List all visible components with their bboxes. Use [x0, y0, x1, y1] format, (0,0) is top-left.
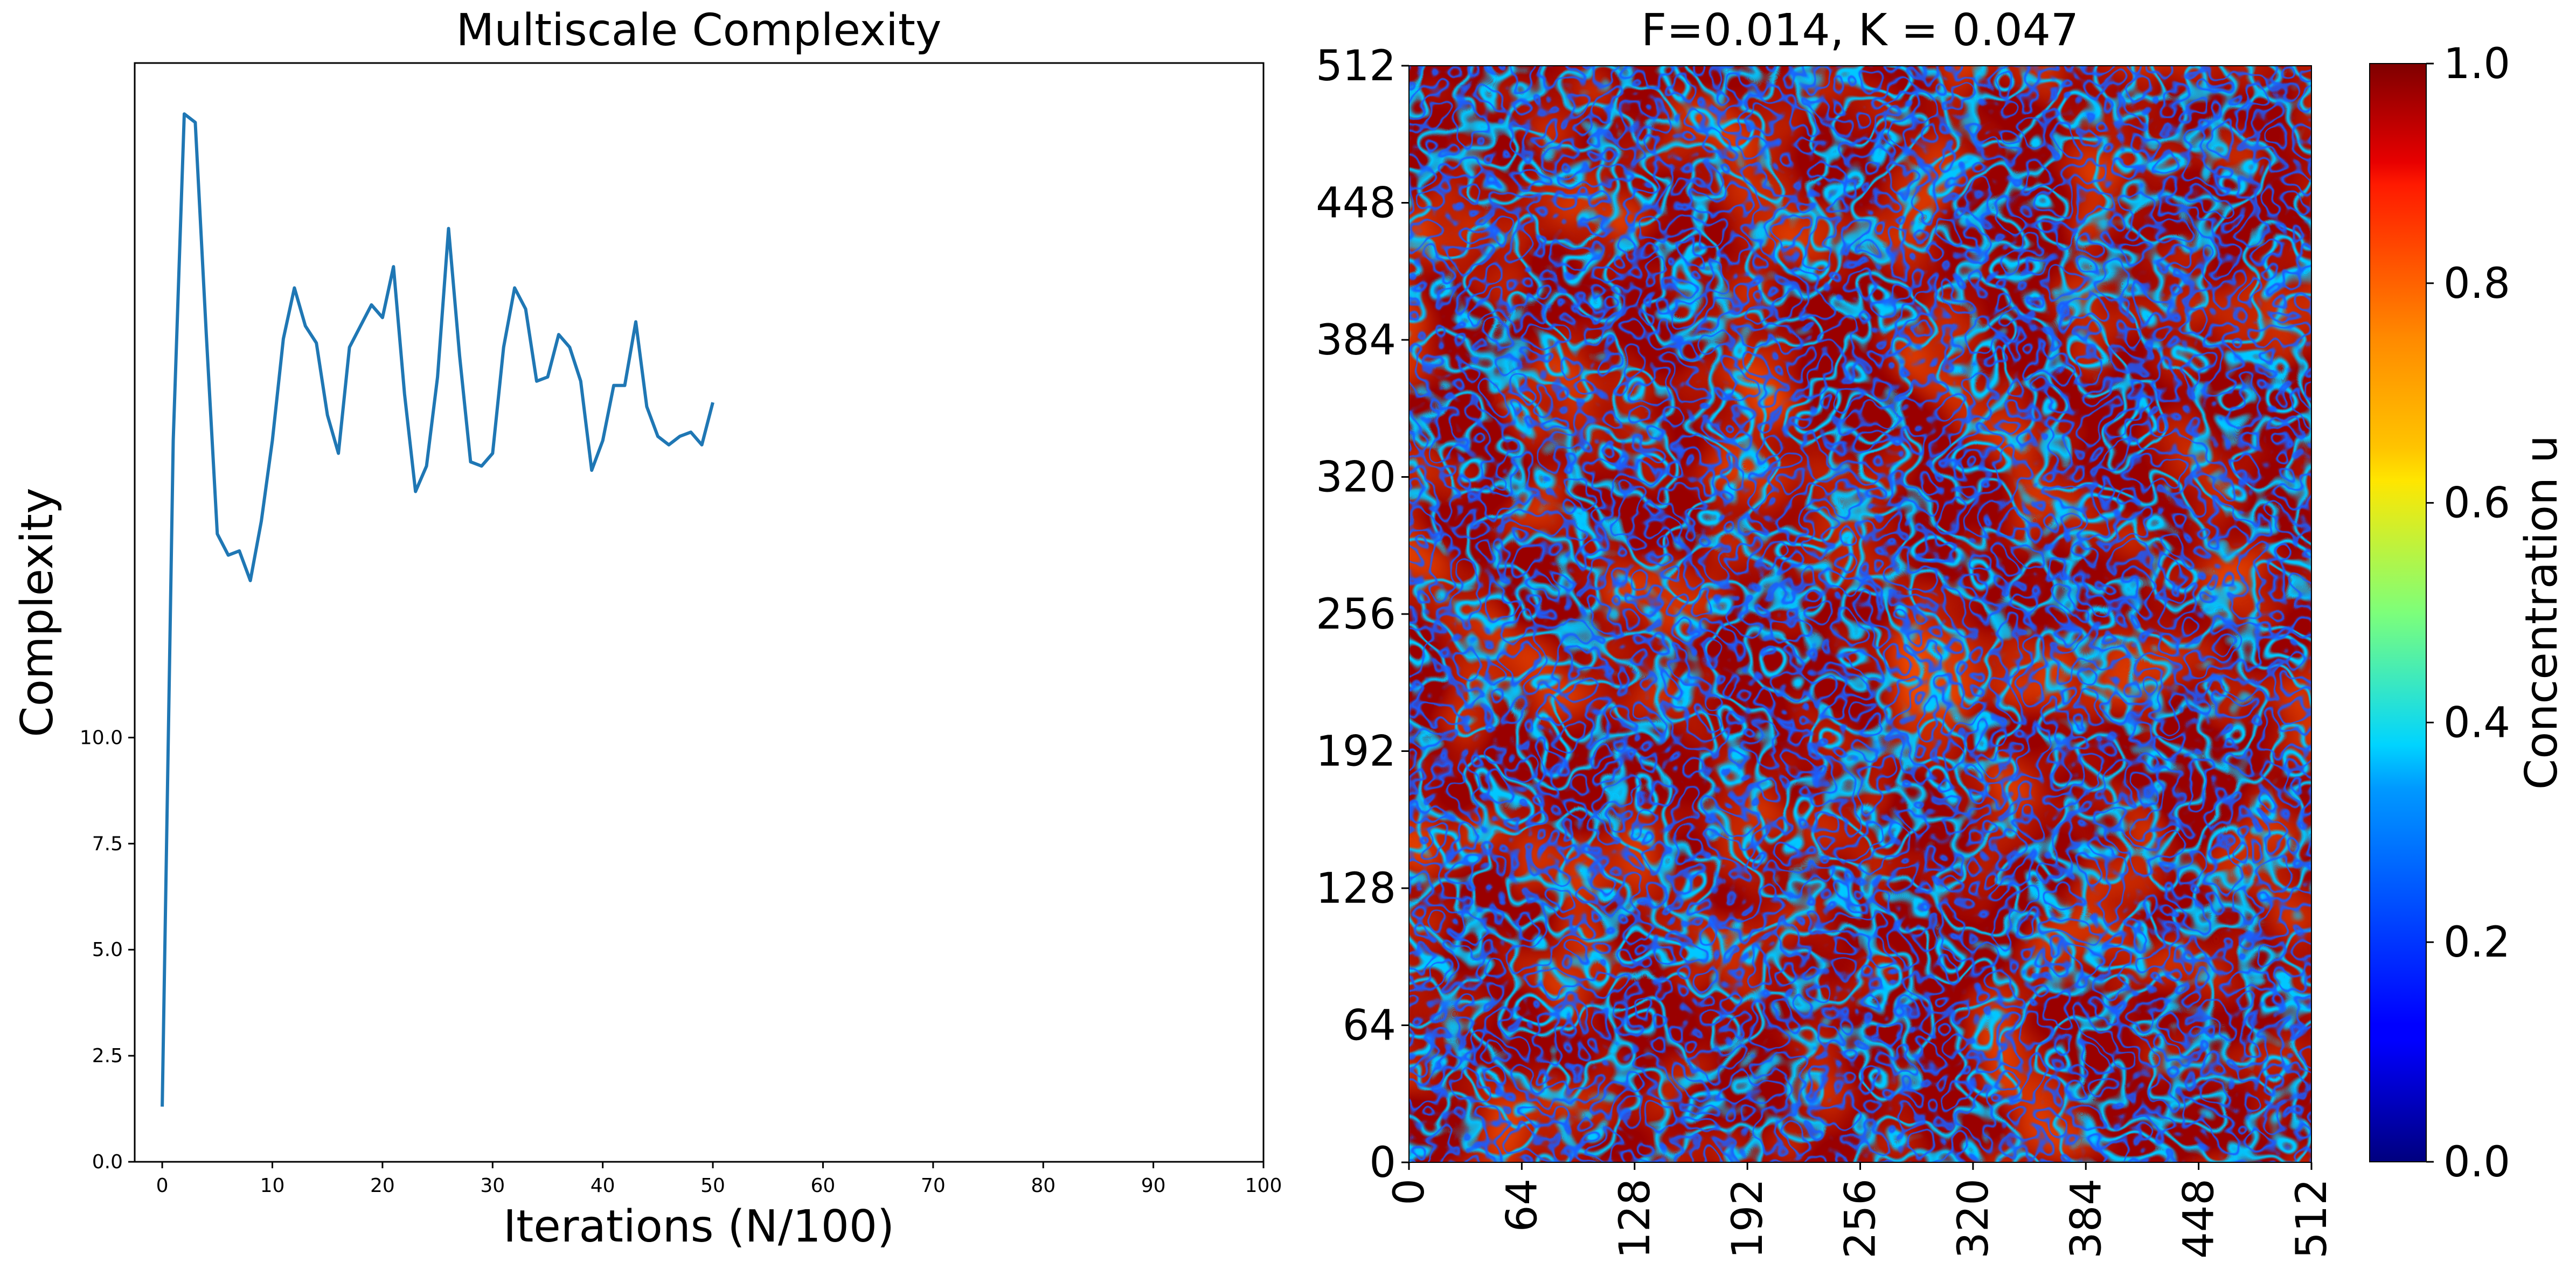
heatmap-y-ticks: 0 64 128 192 256 320 384 448 512	[1316, 42, 1409, 1187]
heatmap-x-tick-label: 512	[2288, 1179, 2336, 1259]
colorbar-tick-label: 0.0	[2443, 1138, 2510, 1187]
line-chart-plot-area	[134, 62, 1265, 1163]
heatmap-y-tick-label: 192	[1316, 728, 1396, 776]
heatmap-y-tick-label: 128	[1316, 864, 1396, 913]
line-chart-x-axis-label: Iterations (N/100)	[503, 1201, 894, 1252]
colorbar-tick-label: 0.2	[2443, 918, 2510, 967]
y-tick-label: 2.5	[92, 1045, 123, 1067]
heatmap-x-tick-label: 320	[1949, 1179, 1998, 1259]
line-chart-x-ticks: 0 10 20 30 40 50 60 70 80 90 100	[156, 1162, 1282, 1197]
x-tick-label: 80	[1031, 1175, 1056, 1197]
x-tick-label: 60	[811, 1175, 836, 1197]
heatmap-y-tick-label: 256	[1316, 590, 1396, 639]
heatmap-title: F=0.014, K = 0.047	[1641, 5, 2079, 56]
x-tick-label: 20	[370, 1175, 395, 1197]
x-tick-label: 50	[700, 1175, 725, 1197]
colorbar-ticks: 0.0 0.2 0.4 0.6 0.8 1.0	[2426, 40, 2510, 1187]
heatmap-y-tick-label: 0	[1369, 1139, 1396, 1187]
heatmap-x-ticks: 0 64 128 192 256 320 384 448 512	[1385, 1162, 2336, 1259]
line-chart-y-axis-label: Complexity	[12, 487, 63, 737]
y-tick-label: 0.0	[92, 1151, 123, 1173]
colorbar-tick-label: 0.8	[2443, 260, 2510, 308]
heatmap-y-tick-label: 384	[1316, 316, 1396, 365]
x-tick-label: 40	[591, 1175, 615, 1197]
heatmap-x-tick-label: 128	[1611, 1179, 1660, 1259]
colorbar: 0.0 0.2 0.4 0.6 0.8 1.0 Concentration u	[2369, 40, 2567, 1187]
y-tick-label: 10.0	[80, 727, 123, 749]
heatmap-x-tick-label: 448	[2175, 1179, 2224, 1259]
heatmap-x-tick-label: 0	[1385, 1179, 1434, 1205]
x-tick-label: 70	[921, 1175, 946, 1197]
heatmap-x-tick-label: 192	[1724, 1179, 1772, 1259]
heatmap-image	[1409, 66, 2311, 1162]
x-tick-label: 90	[1141, 1175, 1166, 1197]
colorbar-tick-label: 1.0	[2443, 40, 2510, 88]
heatmap-x-tick-label: 384	[2062, 1179, 2110, 1259]
y-tick-label: 5.0	[92, 939, 123, 961]
line-chart-y-ticks: 0.0 2.5 5.0 7.5 10.0	[80, 727, 135, 1173]
x-tick-label: 10	[260, 1175, 285, 1197]
heatmap-y-tick-label: 512	[1316, 42, 1396, 90]
line-chart-title: Multiscale Complexity	[456, 5, 942, 56]
heatmap-y-tick-label: 320	[1316, 454, 1396, 502]
x-tick-label: 30	[480, 1175, 505, 1197]
complexity-series-line	[161, 112, 714, 1107]
heatmap-x-tick-label: 64	[1498, 1179, 1546, 1232]
y-tick-label: 7.5	[92, 833, 123, 855]
heatmap-x-tick-label: 256	[1837, 1179, 1885, 1259]
colorbar-label: Concentration u	[2516, 435, 2567, 790]
heatmap-y-tick-label: 64	[1343, 1002, 1396, 1050]
concentration-heatmap: F=0.014, K = 0.047 0 64 128 192 256 320 384 448…	[1316, 5, 2336, 1259]
colorbar-tick-label: 0.6	[2443, 479, 2510, 528]
x-tick-label: 100	[1245, 1175, 1282, 1197]
complexity-line-chart: Multiscale Complexity 0 10 20 30 40 50 60 70 80 9…	[12, 5, 1282, 1252]
colorbar-tick-label: 0.4	[2443, 699, 2510, 747]
colorbar-gradient	[2369, 63, 2427, 1162]
heatmap-y-tick-label: 448	[1316, 179, 1396, 228]
x-tick-label: 0	[156, 1175, 169, 1197]
